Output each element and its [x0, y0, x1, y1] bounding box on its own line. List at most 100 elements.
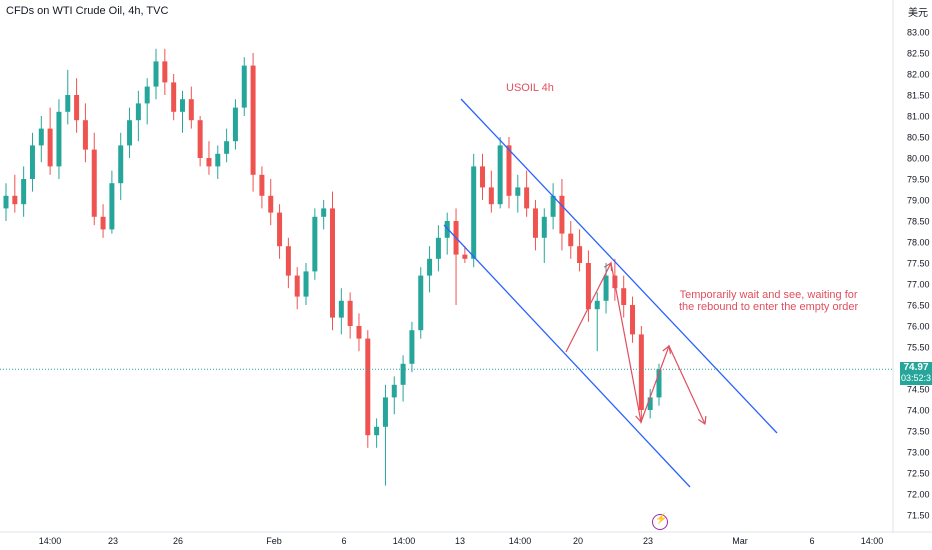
price-tick-label: 77.00 [907, 280, 930, 290]
candle-body [330, 208, 335, 318]
arrow-head [635, 414, 645, 424]
candle-body [285, 246, 291, 276]
time-tick-label: 6 [341, 536, 346, 546]
candle-body [135, 103, 141, 121]
candle-body [188, 99, 194, 121]
candle-body [38, 128, 44, 146]
note-line-2: the rebound to enter the empty order [679, 301, 859, 313]
arrow-head [662, 344, 672, 354]
price-tick-label: 78.00 [907, 238, 930, 248]
candle-body [12, 195, 18, 205]
candle-body [506, 145, 512, 196]
candle-body [621, 288, 627, 305]
time-tick-label: 26 [173, 536, 183, 546]
chart-annotation-note[interactable]: Temporarily wait and see, waiting for th… [679, 289, 858, 313]
price-tick-label: 74.00 [907, 406, 930, 416]
candle-body [74, 95, 80, 121]
time-tick-label: 14:00 [861, 536, 884, 546]
projection-arrows[interactable] [565, 261, 707, 426]
candle-body [374, 426, 380, 436]
time-tick-label: 6 [809, 536, 814, 546]
candle-body [232, 107, 238, 142]
price-tick-label: 78.50 [907, 217, 930, 227]
time-tick-label: 23 [643, 536, 653, 546]
candle-body [100, 216, 106, 230]
candle-body [638, 334, 644, 410]
candle-body [515, 187, 521, 196]
candle-body [497, 145, 503, 205]
candle-body [427, 258, 433, 276]
candle-body [647, 397, 653, 410]
candle-body [197, 120, 203, 158]
price-tick-label: 80.00 [907, 154, 930, 164]
price-tick-label: 73.50 [907, 427, 930, 437]
candle-body [250, 65, 256, 175]
price-tick-label: 76.00 [907, 322, 930, 332]
candle-body [480, 166, 486, 188]
candle-body [462, 254, 468, 259]
candle-body [418, 275, 424, 331]
candle-body [577, 246, 583, 263]
price-tick-label: 74.50 [907, 385, 930, 395]
time-tick-label: 14:00 [39, 536, 62, 546]
candle-body [268, 195, 274, 213]
chart-annotation-title[interactable]: USOIL 4h [506, 82, 554, 94]
price-tick-label: 79.00 [907, 196, 930, 206]
time-tick-label: Feb [266, 536, 282, 546]
price-tick-label: 83.00 [907, 28, 930, 38]
candle-body [559, 195, 565, 234]
candle-body [594, 300, 600, 310]
candle-body [630, 305, 636, 335]
price-tick-label: 77.50 [907, 259, 930, 269]
channel-upper-line [460, 98, 778, 434]
candle-body [568, 233, 574, 247]
candle-body [224, 141, 230, 154]
price-tick-label: 75.50 [907, 343, 930, 353]
time-tick-label: 14:00 [393, 536, 416, 546]
candle-body [532, 208, 538, 238]
price-tick-label: 73.00 [907, 448, 930, 458]
candle-body [541, 216, 547, 238]
time-tick-label: 20 [573, 536, 583, 546]
symbol-title: CFDs on WTI Crude Oil, 4h, TVC [6, 5, 169, 17]
price-tick-label: 72.50 [907, 469, 930, 479]
candle-body [488, 187, 494, 205]
candle-body [277, 212, 283, 247]
candle-body [215, 153, 221, 167]
price-tick-label: 81.00 [907, 112, 930, 122]
candle-body [321, 208, 327, 217]
trend-channel[interactable] [443, 98, 778, 488]
candle-body [356, 326, 362, 339]
time-tick-label: 13 [455, 536, 465, 546]
candle-body [365, 338, 371, 436]
candle-body [127, 120, 133, 146]
candle-body [162, 61, 168, 83]
time-axis[interactable]: 14:00 23 26 Feb 6 14:00 13 14:00 20 23 Mar 6 14:00 [0, 531, 932, 546]
candle-body [171, 82, 177, 112]
arrow-head [698, 415, 707, 426]
candle-body [312, 216, 318, 272]
price-tick-label: 76.50 [907, 301, 930, 311]
last-price-tag: 74.97 03:52:3 [900, 362, 932, 385]
candle-body [56, 111, 62, 167]
candle-body [259, 174, 265, 196]
price-tick-label: 72.00 [907, 490, 930, 500]
candle-body [144, 86, 150, 104]
time-tick-label: Mar [732, 536, 748, 546]
candle-body [91, 149, 97, 217]
candle-body [118, 145, 124, 184]
time-tick-label: 23 [108, 536, 118, 546]
candle-body [241, 65, 247, 108]
candles [0, 48, 893, 486]
candle-body [338, 300, 344, 318]
currency-label: 美元 [908, 8, 928, 19]
flash-icon[interactable] [652, 514, 668, 530]
price-tick-label: 79.50 [907, 175, 930, 185]
price-axis[interactable]: 83.00 82.50 82.00 81.50 81.00 80.50 80.00 79.50… [892, 0, 930, 532]
candle-body [382, 397, 388, 427]
price-tick-label: 81.50 [907, 91, 930, 101]
candle-body [21, 179, 27, 205]
candle-body [400, 363, 406, 385]
candle-body [29, 145, 35, 179]
